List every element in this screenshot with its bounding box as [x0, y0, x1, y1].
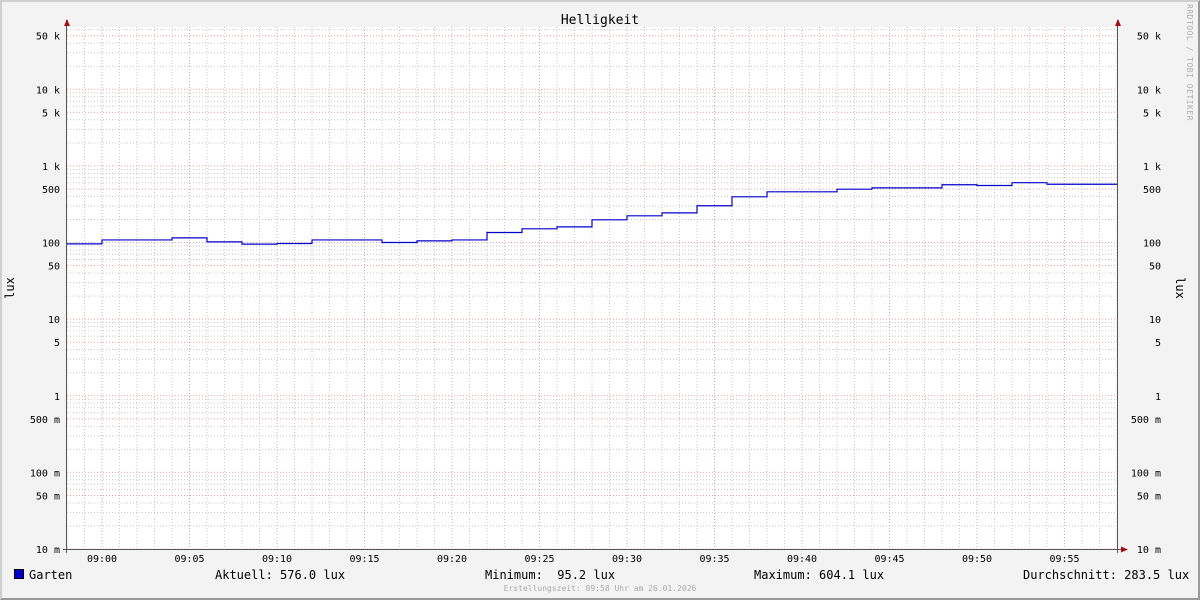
x-tick-label: 09:55 [1049, 554, 1079, 565]
y-tick-label-right: 50 k [1137, 32, 1161, 43]
y-axis-label-right: lux [1173, 277, 1187, 299]
y-tick-label-left: 5 k [42, 108, 60, 119]
x-tick-label: 09:25 [524, 554, 554, 565]
legend-swatch [14, 569, 24, 579]
y-tick-label-right: 500 [1143, 185, 1161, 196]
y-tick-label-right: 10 k [1137, 85, 1161, 96]
y-tick-label-right: 10 [1149, 315, 1161, 326]
y-tick-label-left: 500 m [30, 415, 60, 426]
y-tick-label-left: 10 m [36, 545, 60, 556]
y-tick-label-left: 50 [48, 262, 60, 273]
x-tick-label: 09:10 [262, 554, 292, 565]
legend-series: Garten [14, 568, 72, 582]
y-tick-label-right: 100 [1143, 239, 1161, 250]
y-tick-label-right: 10 m [1137, 545, 1161, 556]
y-tick-label-left: 1 k [42, 162, 60, 173]
y-tick-label-right: 5 [1155, 338, 1161, 349]
y-tick-label-right: 100 m [1131, 468, 1161, 479]
y-tick-label-right: 5 k [1143, 108, 1161, 119]
legend-maximum: Maximum: 604.1 lux [754, 568, 885, 582]
x-tick-label: 09:20 [437, 554, 467, 565]
x-tick-label: 09:05 [174, 554, 204, 565]
y-tick-label-left: 1 [54, 392, 60, 403]
chart-title: Helligkeit [561, 13, 639, 28]
x-tick-label: 09:30 [612, 554, 642, 565]
legend-series-label: Garten [29, 568, 73, 582]
y-tick-label-left: 500 [42, 185, 60, 196]
legend-current: Aktuell: 576.0 lux [215, 568, 346, 582]
y-tick-label-right: 50 m [1137, 491, 1161, 502]
y-tick-label-left: 10 [48, 315, 60, 326]
watermark: RRDTOOL / TOBI OETIKER [1185, 4, 1194, 121]
legend-average: Durchschnitt: 283.5 lux [1023, 568, 1190, 582]
y-tick-label-right: 50 [1149, 262, 1161, 273]
x-tick-label: 09:35 [699, 554, 729, 565]
y-tick-label-left: 50 k [36, 32, 60, 43]
y-tick-label-left: 100 [42, 239, 60, 250]
y-axis-arrow-right [1115, 19, 1121, 26]
y-axis-label-left: lux [3, 277, 17, 299]
x-tick-label: 09:00 [87, 554, 117, 565]
series-line-garten [67, 182, 1117, 245]
y-tick-label-right: 500 m [1131, 415, 1161, 426]
y-tick-label-left: 5 [54, 338, 60, 349]
y-tick-label-right: 1 [1155, 392, 1161, 403]
x-tick-label: 09:50 [962, 554, 992, 565]
x-tick-label: 09:40 [787, 554, 817, 565]
x-axis-arrow [1121, 546, 1128, 553]
x-tick-label: 09:15 [349, 554, 379, 565]
footer-timestamp: Erstellungszeit: 09:58 Uhr am 26.01.2026 [503, 584, 697, 593]
y-tick-label-left: 50 m [36, 491, 60, 502]
y-tick-label-left: 100 m [30, 468, 60, 479]
legend-minimum: Minimum: 95.2 lux [485, 568, 616, 582]
y-axis-arrow-left [64, 19, 70, 26]
y-tick-label-left: 10 k [36, 85, 60, 96]
y-tick-label-right: 1 k [1143, 162, 1161, 173]
x-tick-label: 09:45 [874, 554, 904, 565]
